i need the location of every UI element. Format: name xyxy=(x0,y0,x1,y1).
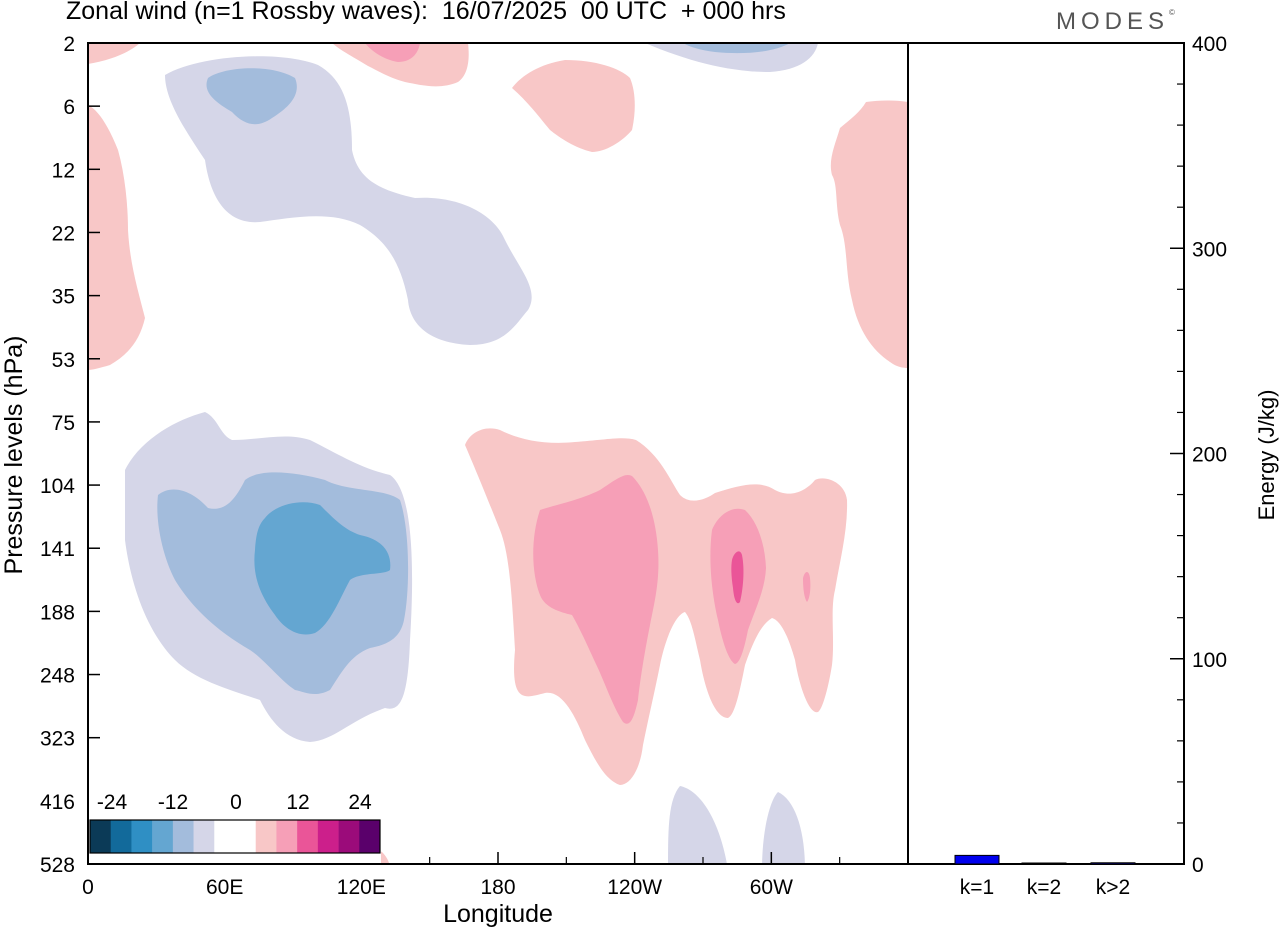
contour-neg-light-bottom-a xyxy=(668,786,727,864)
y-tick-label: 12 xyxy=(52,159,75,182)
y-tick-label: 22 xyxy=(52,222,75,245)
y-tick-label: 188 xyxy=(40,601,75,624)
energy-tick-label: 300 xyxy=(1192,238,1227,261)
y-tick-label: 53 xyxy=(52,349,75,372)
colorbar-cell xyxy=(152,820,174,853)
contour-neg-light-top xyxy=(645,43,818,72)
energy-bar-3 xyxy=(1090,862,1136,865)
y-tick-label: 75 xyxy=(52,412,75,435)
y-axis-title: Pressure levels (hPa) xyxy=(0,336,28,575)
colorbar-cell xyxy=(276,820,298,853)
contour-pos-light-e xyxy=(830,100,908,368)
colorbar-cell xyxy=(338,820,360,853)
contour-neg-mid-upper xyxy=(206,68,297,125)
contour-pos-mid-top xyxy=(365,43,420,62)
colorbar-cell xyxy=(359,820,381,853)
colorbar-cells xyxy=(89,819,381,854)
y-tick-label: 141 xyxy=(40,538,75,561)
bar-category-label: k=1 xyxy=(960,876,994,899)
colorbar-cell xyxy=(172,820,194,853)
colorbar-cell xyxy=(317,820,339,853)
contour-neg-light-upper xyxy=(165,56,532,346)
contour-pos-deep-a xyxy=(731,551,744,604)
energy-tick-label: 0 xyxy=(1192,854,1204,877)
brand-mark: © xyxy=(1169,8,1175,17)
brand-name: MODES xyxy=(1056,8,1170,35)
y-tick-label: 323 xyxy=(40,728,75,751)
contour-neg-dark-lower xyxy=(254,502,391,635)
bar-frame xyxy=(907,42,1185,865)
colorbar-label: 12 xyxy=(286,791,309,814)
contour-field xyxy=(88,43,908,864)
colorbar-labels: -24 -12 0 12 24 xyxy=(97,791,372,814)
colorbar-cell xyxy=(131,820,153,853)
colorbar-label: -24 xyxy=(97,791,128,814)
x-axis-title: Longitude xyxy=(443,900,553,928)
colorbar-label: -12 xyxy=(158,791,188,814)
contour-pos-mid-main xyxy=(533,474,659,724)
contour-pos-light-main xyxy=(465,428,848,785)
x-tick-label: 180 xyxy=(480,876,515,899)
x-tick-label: 120E xyxy=(337,876,386,899)
contour-pos-deep-b xyxy=(803,572,811,602)
energy-tick-label: 100 xyxy=(1192,649,1227,672)
energy-axis-title: Energy (J/kg) xyxy=(1254,390,1279,521)
colorbar-cell xyxy=(110,820,132,853)
colorbar-cell xyxy=(235,820,257,853)
contour-pos-light-c xyxy=(332,43,469,87)
y-axis: 2 6 12 22 35 53 75 104 141 188 248 323 416 528 xyxy=(40,33,100,877)
energy-bar-1 xyxy=(954,854,1000,865)
contour-neg-light-bottom-b xyxy=(762,792,805,864)
y-tick-label: 416 xyxy=(40,791,75,814)
y-tick-label: 6 xyxy=(63,96,75,119)
x-tick-label: 120W xyxy=(607,876,662,899)
brand-logo: MODES© xyxy=(1056,8,1175,36)
bar-category-label: k>2 xyxy=(1096,876,1130,899)
y-tick-label: 2 xyxy=(63,33,75,56)
chart-title: Zonal wind (n=1 Rossby waves): 16/07/202… xyxy=(66,0,786,25)
x-tick-label: 0 xyxy=(82,876,94,899)
colorbar-cell xyxy=(255,820,277,853)
colorbar-cell xyxy=(214,820,236,853)
y-tick-label: 104 xyxy=(40,475,75,498)
colorbar-cell xyxy=(297,820,319,853)
colorbar-cell xyxy=(90,820,112,853)
contour-pos-light-a xyxy=(88,43,140,64)
contour-pos-light-b xyxy=(88,105,145,370)
colorbar: -24 -12 0 12 24 xyxy=(89,788,381,863)
y-tick-label: 35 xyxy=(52,286,75,309)
colorbar-cell xyxy=(193,820,215,853)
y-tick-label: 528 xyxy=(40,854,75,877)
x-tick-label: 60W xyxy=(750,876,793,899)
energy-axis: 0 100 200 300 400 xyxy=(1170,33,1227,877)
energy-bars: k=1 k=2 k>2 xyxy=(954,854,1136,899)
colorbar-label: 0 xyxy=(230,791,242,814)
x-axis: 0 60E 120E 180 120W 60W xyxy=(82,852,841,899)
colorbar-border xyxy=(89,819,381,854)
energy-tick-label: 200 xyxy=(1192,444,1227,467)
energy-tick-label: 400 xyxy=(1192,33,1227,56)
contour-pos-light-d xyxy=(512,60,635,152)
energy-bar-2 xyxy=(1021,862,1067,865)
y-tick-label: 248 xyxy=(40,665,75,688)
bar-category-label: k=2 xyxy=(1027,876,1061,899)
contour-neg-mid-top xyxy=(683,43,790,54)
colorbar-label: 24 xyxy=(348,791,372,814)
x-tick-label: 60E xyxy=(206,876,243,899)
